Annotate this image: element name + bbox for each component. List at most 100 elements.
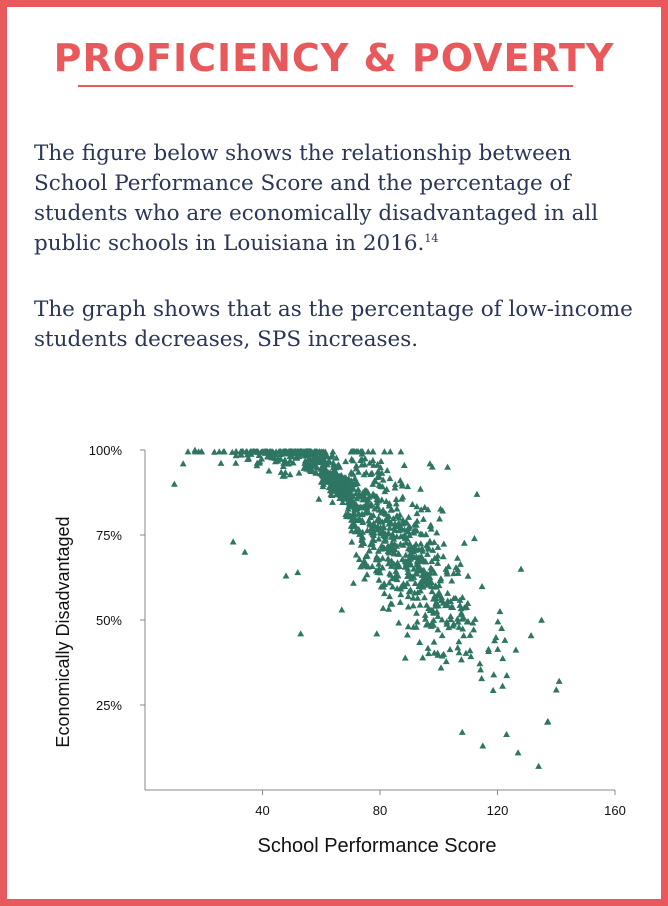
data-point (349, 492, 357, 499)
data-point (387, 571, 395, 578)
data-point (379, 554, 386, 561)
data-point (255, 451, 263, 458)
data-point (245, 455, 253, 462)
data-point (374, 547, 382, 554)
data-point (428, 557, 436, 565)
data-point (404, 483, 412, 490)
y-axis-title: Economically Disadvantaged (53, 516, 73, 747)
data-point (476, 660, 484, 667)
data-point (268, 449, 276, 456)
data-point (446, 646, 454, 653)
data-point (342, 513, 350, 520)
data-point (321, 460, 329, 467)
data-point (290, 448, 298, 455)
data-point (394, 521, 402, 528)
data-point (455, 638, 463, 645)
data-point (404, 603, 412, 610)
data-point (437, 664, 445, 671)
data-point (294, 569, 302, 576)
data-point (363, 571, 371, 578)
data-point (419, 547, 427, 554)
data-point (399, 493, 407, 500)
data-point (378, 496, 386, 503)
y-tick-label: 25% (96, 698, 122, 713)
data-point (403, 631, 411, 638)
data-point (275, 448, 283, 455)
data-point (232, 452, 240, 459)
data-point (211, 448, 218, 455)
data-point (454, 644, 462, 651)
data-point (217, 459, 225, 466)
data-point (353, 495, 361, 502)
chart-axes (140, 449, 616, 795)
data-point (380, 545, 388, 552)
data-point (407, 586, 414, 593)
data-point (436, 515, 443, 522)
data-point (423, 601, 431, 608)
data-point (315, 495, 323, 502)
footnote-marker: 14 (424, 231, 439, 245)
data-point (499, 655, 507, 662)
data-point (374, 568, 381, 576)
data-point (405, 528, 412, 535)
data-point (364, 448, 372, 455)
data-point (424, 543, 432, 550)
data-point (377, 457, 385, 464)
data-point (442, 601, 449, 609)
data-point (372, 478, 380, 485)
data-point (306, 455, 314, 462)
data-point (455, 623, 463, 630)
data-point (469, 619, 477, 626)
data-point (347, 482, 355, 490)
data-point (343, 481, 351, 488)
data-point (417, 506, 425, 513)
data-point (355, 555, 363, 562)
data-point (280, 450, 288, 457)
x-tick-label: 40 (255, 803, 269, 818)
data-point (424, 550, 431, 557)
data-point (499, 682, 506, 689)
data-point (498, 624, 506, 631)
data-point (428, 578, 435, 585)
data-point (435, 592, 443, 599)
data-point (401, 563, 409, 570)
chart-labels: 25% 50% 75% 100% 40 80 120 160 School Performanc… (53, 443, 626, 857)
intro-paragraph-1: The figure below shows the relationship … (34, 139, 644, 259)
data-point (467, 652, 475, 660)
data-point (434, 559, 442, 566)
data-point (385, 579, 393, 586)
data-point (432, 602, 439, 609)
data-point (331, 484, 338, 491)
data-point (434, 626, 442, 633)
data-point (392, 495, 400, 503)
data-point (440, 540, 448, 547)
data-point (512, 646, 520, 653)
x-tick-label: 120 (487, 803, 509, 818)
data-point (418, 531, 426, 538)
data-point (184, 448, 192, 455)
data-point (439, 553, 447, 560)
data-point (454, 569, 462, 576)
data-point (241, 548, 249, 555)
data-point (351, 511, 359, 518)
data-point (458, 656, 465, 663)
data-point (410, 565, 418, 572)
data-point (391, 481, 399, 488)
data-point (327, 490, 335, 497)
data-point (368, 469, 376, 476)
data-point (517, 565, 525, 572)
data-point (355, 515, 363, 522)
data-point (470, 626, 478, 633)
data-point (411, 521, 418, 528)
data-point (393, 575, 401, 583)
data-point (387, 506, 395, 513)
data-point (368, 528, 376, 535)
data-point (455, 649, 463, 656)
data-point (466, 647, 474, 654)
data-point (374, 460, 381, 468)
data-point (228, 448, 236, 455)
data-point (359, 533, 366, 541)
data-point (464, 572, 472, 579)
data-point (464, 599, 472, 607)
data-point (334, 462, 341, 469)
